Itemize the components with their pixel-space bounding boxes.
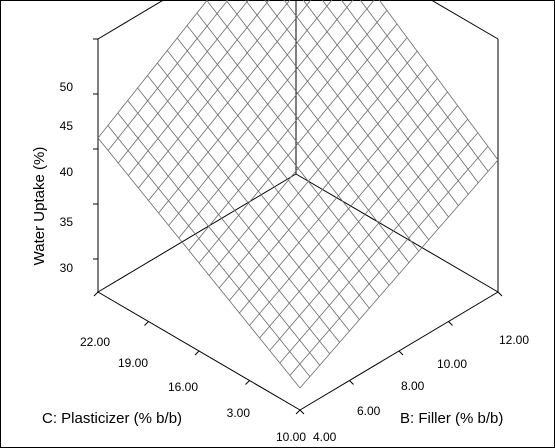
x-tick-6: 6.00 xyxy=(357,404,381,418)
y-tick-19: 19.00 xyxy=(118,356,148,370)
surface-mesh-line-filler xyxy=(158,0,333,214)
y-tick-10: 10.00 xyxy=(276,430,306,444)
surface-mesh-line-plasticizer xyxy=(283,0,449,218)
z-tick-30: 30 xyxy=(60,261,74,275)
surface-mesh-line-plasticizer xyxy=(340,0,479,184)
x-tick-8: 8.00 xyxy=(401,379,425,393)
surface-mesh-line-filler xyxy=(178,0,375,239)
z-tick-35: 35 xyxy=(60,215,74,229)
x-axis-label: B: Filler (% b/b) xyxy=(400,410,503,427)
surface-mesh-line-plasticizer xyxy=(378,0,499,161)
y-tick-3: 3.00 xyxy=(227,406,251,420)
y-tick-mark xyxy=(295,409,301,415)
box-edge-top-right xyxy=(430,0,499,40)
surface-mesh-line-filler xyxy=(198,23,398,264)
z-tick-40: 40 xyxy=(60,165,74,179)
surface-mesh-line-filler xyxy=(97,0,208,139)
surface-mesh-line-plasticizer xyxy=(359,0,489,172)
surface-mesh-line-plasticizer xyxy=(206,0,410,263)
surface-mesh-line-filler xyxy=(148,0,312,201)
surface-mesh-line-filler xyxy=(168,0,354,226)
x-tick-mark xyxy=(299,409,305,415)
surface-mesh-line-plasticizer xyxy=(264,0,439,229)
surface-mesh-line-plasticizer xyxy=(225,0,420,252)
surface-mesh-line-filler xyxy=(117,0,249,164)
chart-box xyxy=(97,0,499,411)
x-tick-mark xyxy=(448,321,453,326)
surface-mesh-line-filler xyxy=(107,0,229,151)
y-tick-mark xyxy=(93,291,99,297)
response-surface xyxy=(97,0,499,389)
x-tick-mark xyxy=(398,350,404,356)
y-tick-mark xyxy=(144,321,149,326)
y-axis-label: C: Plasticizer (% b/b) xyxy=(42,410,182,427)
z-axis-label: Water Uptake (%) xyxy=(31,147,48,266)
x-tick-10: 10.00 xyxy=(437,357,467,371)
box-edge-floor-back-right xyxy=(295,173,499,293)
y-tick-mark xyxy=(245,380,250,385)
x-tick-mark xyxy=(497,291,503,297)
x-tick-12: 12.00 xyxy=(499,333,529,347)
y-tick-mark xyxy=(194,350,200,356)
box-edge-top-left xyxy=(97,0,165,40)
tick-marks xyxy=(93,38,503,415)
surface-mesh-line-plasticizer xyxy=(321,0,469,195)
x-tick-4: 4.00 xyxy=(313,430,337,444)
y-tick-22: 22.00 xyxy=(80,335,110,349)
surface-mesh-line-filler xyxy=(127,0,270,176)
surface-mesh-line-plasticizer xyxy=(302,0,459,206)
surface-mesh-line-filler xyxy=(188,10,388,251)
surface-mesh-line-plasticizer xyxy=(244,0,430,241)
y-tick-16: 16.00 xyxy=(168,380,198,394)
z-tick-45: 45 xyxy=(60,119,74,133)
x-tick-mark xyxy=(349,380,354,385)
z-tick-50: 50 xyxy=(60,80,74,94)
surface-mesh-line-filler xyxy=(138,0,291,189)
box-edge-floor-back-left xyxy=(97,173,297,293)
